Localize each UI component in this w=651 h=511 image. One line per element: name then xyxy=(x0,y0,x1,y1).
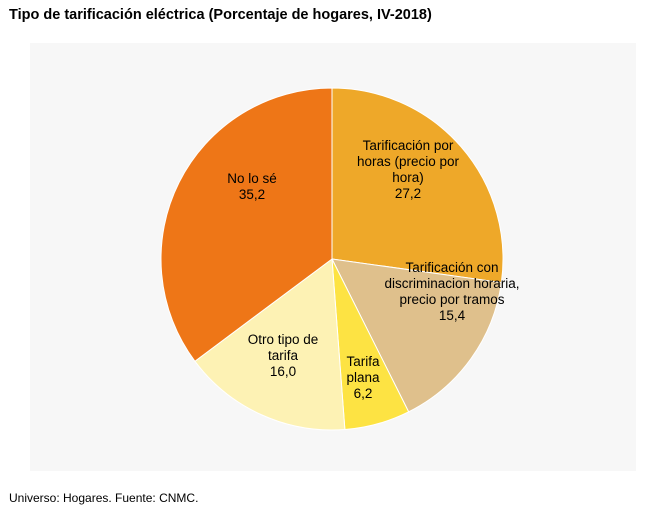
slice-category-label: horas (precio por xyxy=(357,154,460,169)
pie-slice xyxy=(331,87,504,284)
slice-label: Otro tipo de tarifa 16,0 xyxy=(248,332,319,379)
slice-value-label: 35,2 xyxy=(239,187,265,202)
slice-category-label: Tarificación con xyxy=(405,260,498,275)
slice-label: No lo sé 35,2 xyxy=(227,171,277,202)
pie-slice xyxy=(331,258,502,413)
slice-category-label: No lo sé xyxy=(227,171,277,186)
pie-slice xyxy=(160,87,333,362)
slice-value-label: 6,2 xyxy=(354,386,373,401)
slice-category-label: discriminacion horaria, xyxy=(384,276,519,291)
chart-title: Tipo de tarificación eléctrica (Porcenta… xyxy=(9,7,432,23)
slice-category-label: precio por tramos xyxy=(399,292,504,307)
slice-value-label: 27,2 xyxy=(395,186,421,201)
slice-value-label: 15,4 xyxy=(439,308,466,323)
slice-label: Tarificación por horas (precio por hora) 27… xyxy=(357,138,460,201)
slice-category-label: Tarificación por xyxy=(363,138,454,153)
pie-slice xyxy=(194,258,346,431)
slice-category-label: plana xyxy=(346,370,380,385)
slice-category-label: Otro tipo de xyxy=(248,332,319,347)
slice-label: Tarificación con discriminacion horaria, p… xyxy=(384,260,519,323)
slice-label: Tarifa plana 6,2 xyxy=(346,354,380,401)
source-note: Universo: Hogares. Fuente: CNMC. xyxy=(9,491,199,505)
slice-category-label: Tarifa xyxy=(346,354,380,369)
slice-category-label: hora) xyxy=(392,170,424,185)
slice-category-label: tarifa xyxy=(268,348,299,363)
slice-value-label: 16,0 xyxy=(270,364,296,379)
